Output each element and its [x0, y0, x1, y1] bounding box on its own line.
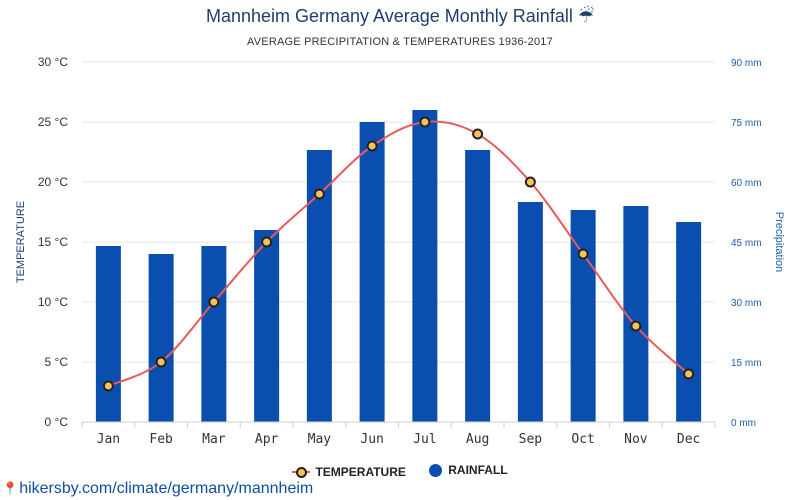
map-pin-icon: 📍: [2, 481, 19, 496]
legend-item-temperature[interactable]: TEMPERATURE: [292, 464, 406, 479]
temperature-point: [366, 140, 378, 152]
y-axis-right-label: Precipitation: [773, 212, 785, 273]
chart-title-text: Mannheim Germany Average Monthly Rainfal…: [205, 6, 573, 26]
temperature-line: [107, 120, 690, 387]
temperature-point: [577, 248, 589, 260]
rainfall-bar: [148, 254, 174, 422]
y-right-tick-label: 30 mm: [731, 298, 762, 309]
y-axis-right: 0 mm 15 mm 30 mm 45 mm 60 mm 75 mm 90 mm: [731, 58, 762, 429]
source-link-text: hikersby.com/climate/germany/mannheim: [19, 480, 314, 497]
x-tick-label: Apr: [255, 432, 279, 447]
y-right-tick-label: 0 mm: [731, 418, 756, 429]
x-tick-label: Mar: [202, 432, 226, 447]
x-tick-label: Oct: [571, 432, 594, 447]
rainfall-bar: [517, 202, 543, 422]
rainfall-bars: [95, 110, 702, 422]
chart-title: Mannheim Germany Average Monthly Rainfal…: [0, 6, 800, 27]
x-tick-label: Jan: [97, 432, 120, 447]
x-tick-label: Nov: [624, 432, 648, 447]
y-right-tick-label: 60 mm: [731, 178, 762, 189]
rainfall-bar: [254, 230, 280, 422]
chart-subtitle: AVERAGE PRECIPITATION & TEMPERATURES 193…: [247, 36, 553, 48]
y-left-tick-label: 15 °C: [38, 235, 68, 249]
temperature-markers: [102, 116, 695, 392]
line-marker-icon: [292, 466, 311, 478]
y-left-tick-label: 25 °C: [38, 115, 68, 129]
rainfall-bar: [412, 110, 438, 422]
legend-rainfall-label: RAINFALL: [448, 463, 508, 477]
temperature-point: [155, 356, 167, 368]
x-tick-label: Aug: [466, 432, 489, 447]
y-left-tick-label: 10 °C: [38, 295, 68, 309]
circle-icon: [429, 463, 443, 477]
rainfall-bar: [623, 206, 649, 422]
legend-item-rainfall[interactable]: RAINFALL: [429, 463, 508, 477]
y-axis-left-label: TEMPERATURE: [15, 201, 27, 283]
x-tick-label: Jul: [413, 432, 436, 447]
y-axis-left: 0 °C 5 °C 10 °C 15 °C 20 °C 25 °C 30 °C: [38, 55, 68, 429]
umbrella-icon: ☔: [577, 6, 594, 26]
y-left-tick-label: 20 °C: [38, 175, 68, 189]
x-tick-label: May: [308, 432, 332, 447]
temperature-point: [102, 380, 114, 392]
x-tick-label: Dec: [677, 432, 700, 447]
source-link[interactable]: 📍hikersby.com/climate/germany/mannheim: [2, 480, 313, 498]
temperature-curve: [107, 120, 690, 387]
temperature-point: [524, 176, 536, 188]
x-tick-label: Jun: [360, 432, 383, 447]
temperature-point: [313, 188, 325, 200]
temperature-point: [419, 116, 431, 128]
y-left-tick-label: 0 °C: [45, 415, 69, 429]
temperature-point: [208, 296, 220, 308]
temperature-point: [630, 320, 642, 332]
y-right-tick-label: 45 mm: [731, 238, 762, 249]
y-right-tick-label: 15 mm: [731, 358, 762, 369]
legend-temperature-label: TEMPERATURE: [315, 464, 406, 479]
x-tick-label: Feb: [149, 432, 173, 447]
y-left-tick-label: 30 °C: [38, 55, 68, 69]
rainfall-bar: [359, 122, 385, 422]
y-right-tick-label: 75 mm: [731, 118, 762, 129]
temperature-point: [261, 236, 273, 248]
rainfall-bar: [570, 210, 596, 422]
y-right-tick-label: 90 mm: [731, 58, 762, 69]
rainfall-bar: [95, 246, 121, 422]
y-left-tick-label: 5 °C: [45, 355, 69, 369]
rainfall-bar: [465, 150, 491, 422]
temperature-point: [472, 128, 484, 140]
temperature-point: [683, 368, 695, 380]
gridlines: [82, 61, 715, 363]
x-tick-label: Sep: [519, 432, 543, 447]
rainfall-bar: [201, 246, 227, 422]
x-axis: Jan Feb Mar Apr May Jun Jul Aug Sep Oct Nov Dec: [81, 421, 716, 447]
rainfall-bar: [676, 222, 702, 422]
legend: TEMPERATURE RAINFALL: [0, 463, 800, 480]
